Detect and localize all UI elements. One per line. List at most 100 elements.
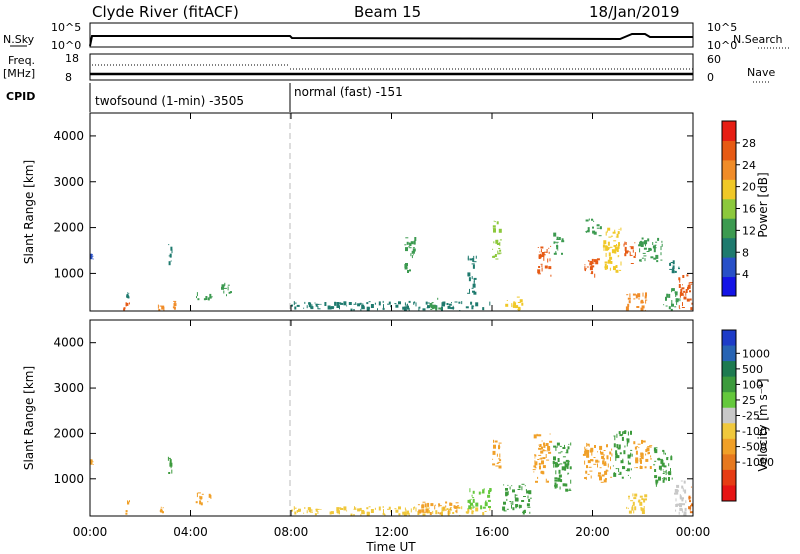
scatter-cell bbox=[591, 452, 593, 456]
scatter-cell bbox=[539, 434, 542, 437]
scatter-cell bbox=[533, 434, 537, 439]
scatter-cell bbox=[568, 443, 570, 445]
scatter-cell bbox=[522, 510, 525, 515]
scatter-cell bbox=[92, 464, 94, 465]
scatter-cell bbox=[422, 503, 424, 505]
scatter-cell bbox=[610, 457, 611, 462]
scatter-cell bbox=[159, 305, 162, 307]
scatter-cell bbox=[602, 460, 605, 465]
scatter-cell bbox=[552, 461, 555, 464]
scatter-cell bbox=[668, 306, 671, 310]
scatter-cell bbox=[604, 461, 607, 465]
scatter-cell bbox=[353, 514, 355, 516]
scatter-cell bbox=[168, 472, 171, 474]
scatter-cell bbox=[586, 449, 589, 454]
scatter-cell bbox=[543, 256, 545, 261]
scatter-cell bbox=[378, 506, 381, 511]
scatter-cell bbox=[411, 251, 415, 254]
scatter-cell bbox=[387, 508, 390, 510]
scatter-cell bbox=[678, 305, 680, 309]
scatter-cell bbox=[168, 457, 171, 459]
scatter-cell bbox=[566, 449, 569, 454]
scatter-cell bbox=[473, 263, 475, 267]
scatter-cell bbox=[483, 488, 485, 491]
scatter-cell bbox=[418, 509, 422, 514]
colorbar-frame bbox=[721, 120, 737, 297]
scatter-cell bbox=[340, 302, 344, 305]
scatter-cell bbox=[625, 242, 627, 245]
scatter-patch bbox=[417, 501, 460, 515]
scatter-patch bbox=[221, 282, 232, 297]
scatter-cell bbox=[685, 289, 688, 293]
scatter-cell bbox=[402, 306, 405, 310]
scatter-patch bbox=[663, 288, 681, 311]
scatter-cell bbox=[611, 453, 613, 457]
scatter-patch bbox=[126, 292, 130, 299]
scatter-cell bbox=[315, 508, 318, 512]
scatter-cell bbox=[339, 302, 342, 305]
colorbar-swatch bbox=[722, 198, 736, 219]
scatter-cell bbox=[642, 440, 646, 443]
scatter-cell bbox=[661, 478, 663, 480]
scatter-cell bbox=[162, 507, 164, 509]
scatter-cell bbox=[492, 227, 496, 229]
scatter-cell bbox=[622, 466, 624, 469]
scatter-cell bbox=[320, 303, 322, 305]
scatter-cell bbox=[550, 274, 552, 277]
scatter-cell bbox=[688, 506, 692, 510]
scatter-cell bbox=[629, 246, 631, 248]
scatter-cell bbox=[650, 458, 652, 460]
scatter-cell bbox=[633, 497, 637, 500]
scatter-cell bbox=[670, 308, 673, 311]
scatter-cell bbox=[506, 498, 508, 501]
scatter-cell bbox=[125, 512, 128, 515]
scatter-cell bbox=[377, 308, 378, 311]
scatter-cell bbox=[618, 468, 620, 473]
scatter-cell bbox=[674, 491, 678, 492]
scatter-cell bbox=[553, 252, 557, 255]
scatter-patch bbox=[172, 300, 177, 310]
scatter-cell bbox=[359, 509, 363, 511]
scatter-cell bbox=[541, 447, 543, 449]
scatter-cell bbox=[487, 494, 491, 498]
scatter-cell bbox=[493, 241, 495, 244]
scatter-cell bbox=[484, 502, 488, 507]
scatter-cell bbox=[291, 509, 293, 512]
scatter-cell bbox=[171, 469, 173, 474]
scatter-cell bbox=[596, 258, 600, 261]
scatter-cell bbox=[209, 293, 212, 298]
scatter-cell bbox=[498, 248, 501, 249]
scatter-cell bbox=[539, 251, 541, 253]
scatter-cell bbox=[614, 436, 616, 441]
scatter-cell bbox=[314, 513, 317, 516]
scatter-cell bbox=[535, 465, 537, 468]
scatter-cell bbox=[467, 508, 470, 513]
scatter-cell bbox=[458, 506, 461, 509]
scatter-cell bbox=[540, 246, 544, 249]
scatter-cell bbox=[547, 480, 549, 483]
nsky-label: N.Sky bbox=[3, 33, 35, 46]
scatter-cell bbox=[162, 511, 164, 514]
scatter-cell bbox=[592, 230, 596, 234]
scatter-cell bbox=[674, 291, 678, 294]
scatter-cell bbox=[617, 447, 621, 450]
scatter-cell bbox=[482, 489, 485, 494]
scatter-cell bbox=[472, 257, 475, 262]
scatter-cell bbox=[614, 229, 616, 233]
scatter-cell bbox=[642, 252, 646, 254]
scatter-cell bbox=[493, 444, 496, 449]
scatter-cell bbox=[561, 252, 563, 255]
scatter-cell bbox=[659, 458, 663, 460]
scatter-cell bbox=[690, 505, 691, 509]
scatter-cell bbox=[223, 287, 227, 289]
scatter-cell bbox=[668, 463, 670, 467]
scatter-cell bbox=[662, 473, 665, 474]
scatter-cell bbox=[90, 459, 93, 463]
scatter-cell bbox=[681, 508, 683, 513]
scatter-cell bbox=[687, 284, 691, 289]
scatter-cell bbox=[168, 255, 171, 257]
scatter-cell bbox=[660, 252, 662, 256]
scatter-cell bbox=[415, 507, 417, 512]
scatter-cell bbox=[199, 496, 203, 500]
scatter-patch bbox=[157, 304, 165, 311]
